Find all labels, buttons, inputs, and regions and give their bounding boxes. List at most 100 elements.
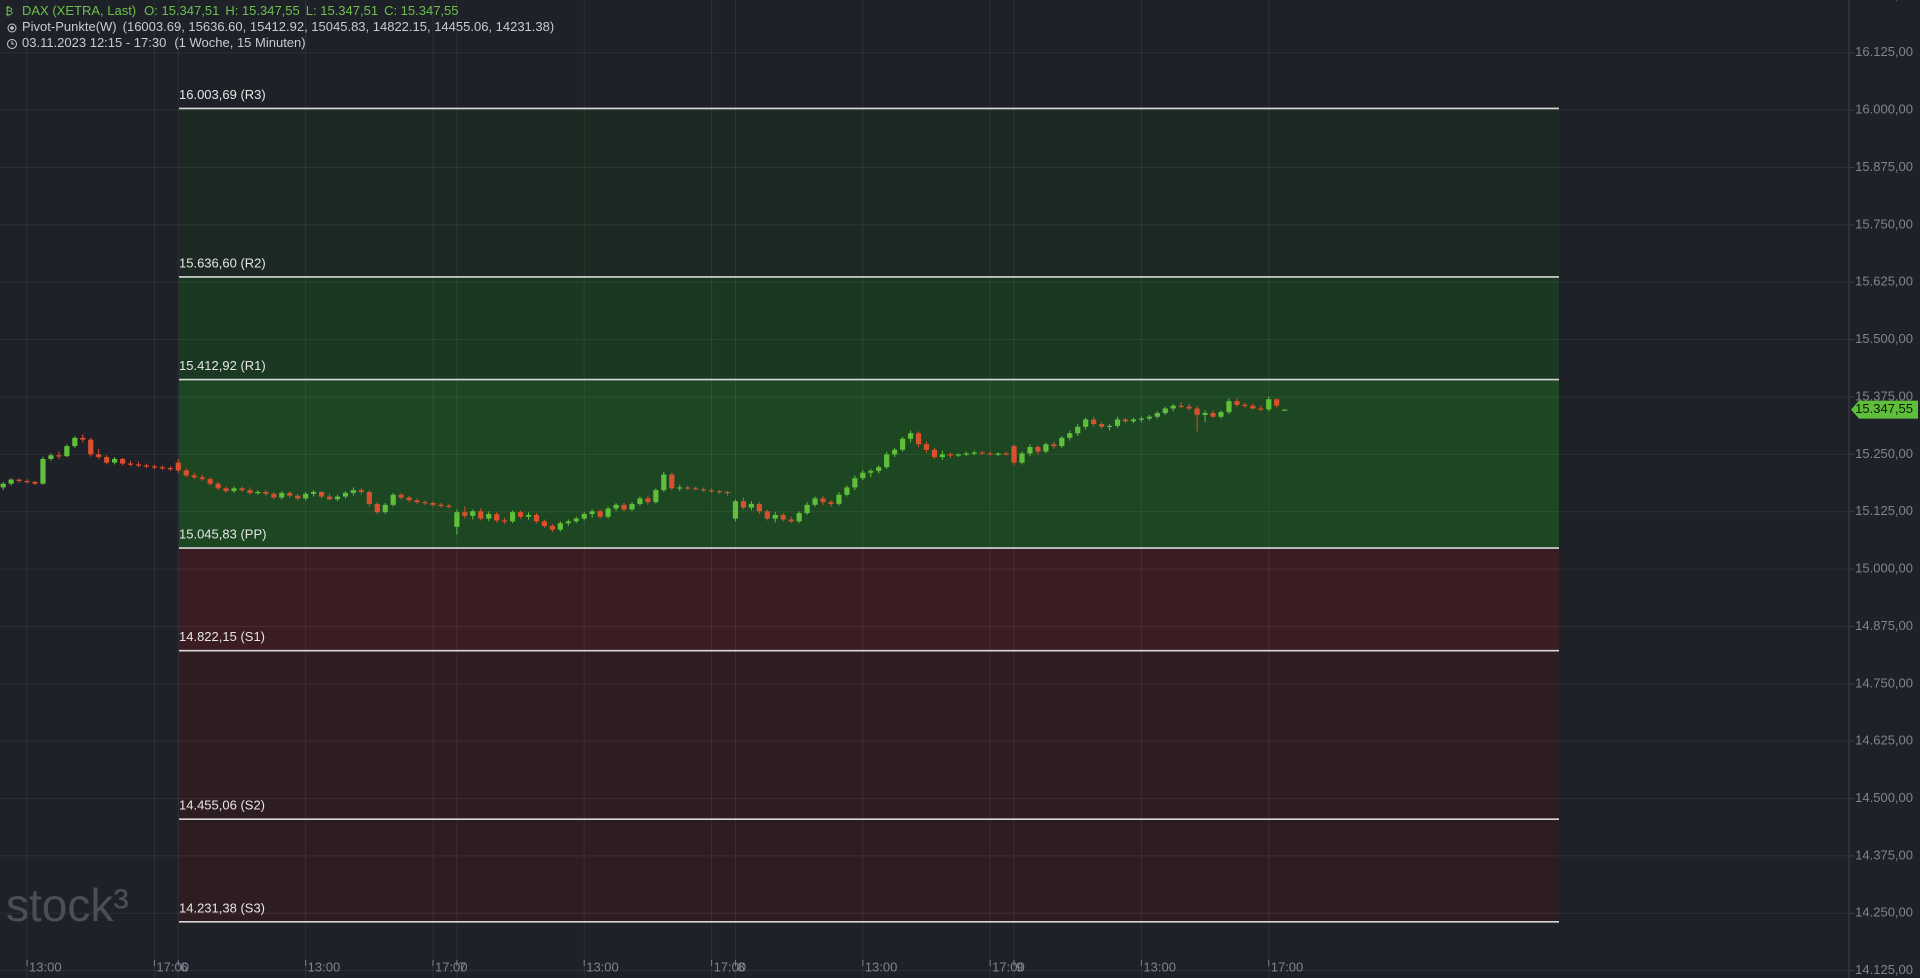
y-tick-label: 16.000,00 <box>1855 102 1913 117</box>
candle-body <box>1027 447 1033 454</box>
candle-body <box>342 492 349 497</box>
candle-body <box>48 455 54 459</box>
candle-body <box>1075 426 1081 434</box>
candle-body <box>955 454 961 456</box>
candle-body <box>318 491 325 497</box>
candle-body <box>96 454 102 458</box>
candle-body <box>8 479 14 484</box>
candle-body <box>263 491 269 494</box>
candle-body <box>478 511 484 519</box>
candle-body <box>1019 453 1025 463</box>
candle-body <box>311 491 317 494</box>
pivot-zone <box>179 276 1559 380</box>
candle-body <box>1122 419 1129 422</box>
candle-body <box>756 503 762 512</box>
candle-body <box>1178 405 1184 407</box>
candle-body <box>239 488 245 491</box>
x-tick-label: 13:00 <box>865 959 898 974</box>
candle-body <box>661 474 667 491</box>
x-tick-label: 6 <box>180 959 187 974</box>
candle-body <box>1035 447 1041 452</box>
y-tick-label: 15.625,00 <box>1855 274 1913 289</box>
last-price-label: 15.347,55 <box>1855 401 1913 416</box>
candle-body <box>597 511 603 517</box>
candle-body <box>1274 399 1280 406</box>
candle-body <box>80 437 86 440</box>
candle-body <box>16 479 22 481</box>
candle-body <box>892 449 898 455</box>
candle-body <box>406 497 412 501</box>
candle-body <box>175 462 181 471</box>
pivot-label: 14.455,06 (S2) <box>179 798 265 813</box>
icon <box>11 41 14 45</box>
pivot-zones <box>179 108 1559 922</box>
candle-body <box>804 504 810 514</box>
y-tick-label: 15.125,00 <box>1855 503 1913 518</box>
candle-body <box>971 452 977 454</box>
candle-body <box>1226 401 1232 413</box>
candle-body <box>40 458 46 484</box>
y-tick-label: 14.875,00 <box>1855 618 1913 633</box>
y-tick-label: 15.875,00 <box>1855 159 1913 174</box>
candle-body <box>295 495 301 499</box>
candle-body <box>915 433 922 445</box>
candle-body <box>326 496 333 500</box>
candle-body <box>438 504 444 507</box>
pivot-zone <box>179 108 1559 277</box>
y-tick-label: 14.125,00 <box>1855 962 1913 977</box>
candle-body <box>454 512 460 527</box>
candle-body <box>1266 399 1272 410</box>
candle-body <box>1242 404 1248 406</box>
candle-body <box>629 503 635 510</box>
x-tick-label: 13:00 <box>1143 959 1176 974</box>
candle-body <box>167 468 173 470</box>
candle-body <box>1282 409 1288 411</box>
candle-body <box>979 452 985 454</box>
candle-body <box>708 490 715 492</box>
candle-body <box>151 466 158 468</box>
candle-body <box>1210 413 1216 417</box>
x-tick-label: 13:00 <box>29 959 62 974</box>
x-tick-label: 13:00 <box>586 959 619 974</box>
candle-body <box>255 491 261 494</box>
candle-body <box>589 511 595 515</box>
candle-body <box>732 501 739 519</box>
candle-body <box>112 458 118 463</box>
candle-body <box>279 492 285 498</box>
candle-body <box>135 464 142 466</box>
candle-body <box>844 487 850 495</box>
candle-body <box>462 512 468 516</box>
candle-body <box>390 494 396 505</box>
candle-body <box>963 453 969 455</box>
candle-body <box>183 470 189 476</box>
candle-body <box>828 502 834 504</box>
candle-body <box>836 494 842 504</box>
candle-body <box>350 490 357 493</box>
x-tick-label: 17:00 <box>435 959 468 974</box>
y-tick-label: 14.500,00 <box>1855 790 1913 805</box>
candle-body <box>382 504 388 513</box>
candle-body <box>104 457 110 463</box>
candle-body <box>772 514 778 519</box>
candle-body <box>581 514 587 519</box>
candle-body <box>334 496 341 500</box>
candle-body <box>637 498 643 504</box>
candle-body <box>931 449 938 458</box>
icon: ₿ <box>5 6 13 18</box>
candle-body <box>868 470 874 473</box>
instrument: DAX (XETRA, Last) <box>22 3 136 18</box>
x-tick-label: 17:00 <box>156 959 189 974</box>
candle-body <box>557 523 563 530</box>
candle-body <box>159 467 165 469</box>
y-tick-label: 14.750,00 <box>1855 675 1913 690</box>
header: ₿ DAX (XETRA, Last) O: 15.347,51 H: 15.347… <box>5 3 554 50</box>
y-tick-label: 15.750,00 <box>1855 216 1913 231</box>
y-tick-label: 15.500,00 <box>1855 331 1913 346</box>
pivot-zone <box>179 650 1559 820</box>
candle-body <box>1146 416 1152 419</box>
candle-body <box>1098 424 1105 427</box>
x-tick-label: 13:00 <box>308 959 341 974</box>
candle-body <box>287 492 293 496</box>
candle-body <box>207 479 213 484</box>
candle-body <box>1258 408 1264 410</box>
